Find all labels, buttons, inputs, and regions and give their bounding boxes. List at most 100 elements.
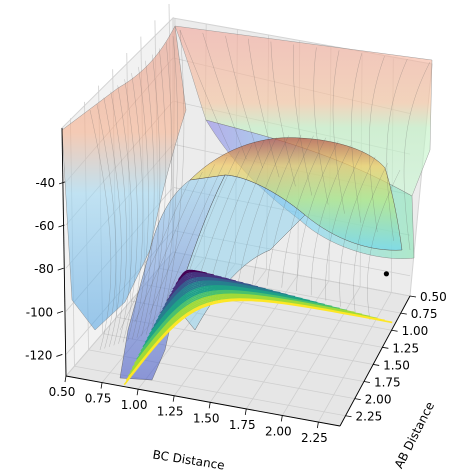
y-tick-label: 1.50 (193, 411, 220, 425)
mesh-line (141, 54, 161, 337)
mesh-line (149, 164, 215, 315)
z-tick-label: -120 (25, 348, 52, 362)
x-tick-label: 1.50 (383, 358, 410, 372)
z-tick (56, 310, 64, 314)
y-tick (100, 382, 103, 389)
mesh-line (270, 41, 296, 187)
mesh-line (89, 109, 112, 351)
floor-gridline-ab (74, 365, 346, 417)
x-tick-label: 0.75 (411, 307, 438, 321)
x-tick (373, 364, 380, 366)
mesh-line (132, 66, 149, 340)
mesh-line (136, 60, 155, 338)
mesh-line (150, 42, 172, 334)
x-tick-label: 1.25 (392, 341, 419, 355)
mesh-line (292, 44, 313, 196)
mesh-line (296, 140, 339, 292)
mesh-line (247, 38, 280, 178)
mesh-line (281, 137, 327, 288)
y-axis-ticks: 0.50 0.75 1.00 1.25 1.50 1.75 2.00 2.25 (49, 375, 328, 445)
z-tick (56, 354, 63, 357)
floor-gridline-bc (281, 286, 361, 416)
mesh-line (122, 79, 138, 343)
x-tick-label: 0.50 (420, 290, 447, 304)
y-tick-label: 2.25 (301, 431, 328, 445)
mesh-line (325, 150, 364, 301)
mesh-line (159, 29, 185, 331)
contour-projection (123, 269, 393, 386)
mesh-line (179, 29, 231, 151)
z-tick-label: -100 (26, 305, 53, 319)
mesh-line (369, 56, 385, 232)
y-axis-title: BC Distance (152, 447, 226, 472)
z-axis-ticks: -40 -60 -80 -100 -120 (25, 176, 66, 362)
mesh-line (367, 169, 401, 321)
x-tick (363, 381, 371, 383)
mesh-line (339, 156, 376, 307)
y-tick-label: 0.50 (49, 385, 76, 399)
floor-gridline-ab (172, 251, 411, 297)
mesh-line (313, 47, 329, 205)
y-tick (64, 375, 67, 383)
mesh-line (96, 103, 117, 349)
y-tick (136, 389, 139, 396)
z-tick (59, 181, 66, 185)
x-tick (409, 295, 417, 298)
mesh-line (127, 73, 144, 341)
x-tick (400, 312, 407, 315)
mesh-line (119, 179, 191, 331)
x-axis-title: AB Distance (392, 400, 437, 471)
z-tick-label: -60 (35, 219, 55, 233)
x-tick-label: 1.75 (374, 376, 401, 390)
y-tick (172, 395, 175, 402)
mesh-line (155, 36, 179, 332)
z-tick-label: -80 (34, 262, 54, 276)
y-tick-label: 1.25 (157, 405, 184, 419)
mesh-line (386, 58, 408, 241)
x-tick-label: 2.00 (365, 393, 392, 407)
mesh-line (252, 134, 302, 285)
surface-left-wall (61, 25, 187, 331)
axis-lines (61, 127, 411, 427)
y-tick-label: 1.75 (229, 418, 256, 432)
y-tick-label: 1.00 (121, 398, 148, 412)
mesh-line (332, 50, 345, 214)
y-axis-line (65, 375, 341, 427)
mesh-line (145, 48, 167, 335)
mesh-line (134, 171, 203, 323)
mesh-line (266, 135, 314, 286)
x-tick (391, 329, 398, 332)
x-tick (382, 346, 389, 349)
mesh-line (225, 35, 263, 169)
mesh-line (310, 145, 351, 296)
mesh-line (351, 53, 363, 223)
z-tick (58, 224, 65, 228)
z-tick-label: -40 (36, 176, 56, 190)
y-tick (316, 421, 319, 429)
x-axis-line (339, 295, 411, 427)
z-axis-line (61, 127, 67, 377)
x-tick (345, 415, 352, 418)
mesh-line (163, 157, 228, 308)
floor-gridline-bc (318, 292, 392, 423)
x-tick-label: 2.25 (356, 410, 383, 424)
x-axis-ticks: 0.50 0.75 1.00 1.25 1.50 1.75 2.00 2.25 (345, 290, 447, 424)
y-tick (208, 402, 211, 409)
y-tick-label: 2.00 (265, 424, 292, 438)
mesh-line (403, 61, 431, 251)
y-tick (280, 415, 283, 422)
y-tick (244, 408, 247, 415)
marked-point (383, 271, 389, 277)
mesh-line (222, 137, 277, 288)
x-tick (354, 398, 361, 401)
contour-line (123, 299, 393, 386)
mesh-line (110, 91, 127, 346)
mesh-line (103, 97, 122, 347)
mesh-line (207, 140, 265, 291)
mesh-line (117, 85, 133, 344)
y-tick-label: 0.75 (85, 392, 112, 406)
mesh-line (237, 135, 290, 286)
mesh-line (353, 163, 388, 314)
mesh-line (202, 32, 247, 160)
